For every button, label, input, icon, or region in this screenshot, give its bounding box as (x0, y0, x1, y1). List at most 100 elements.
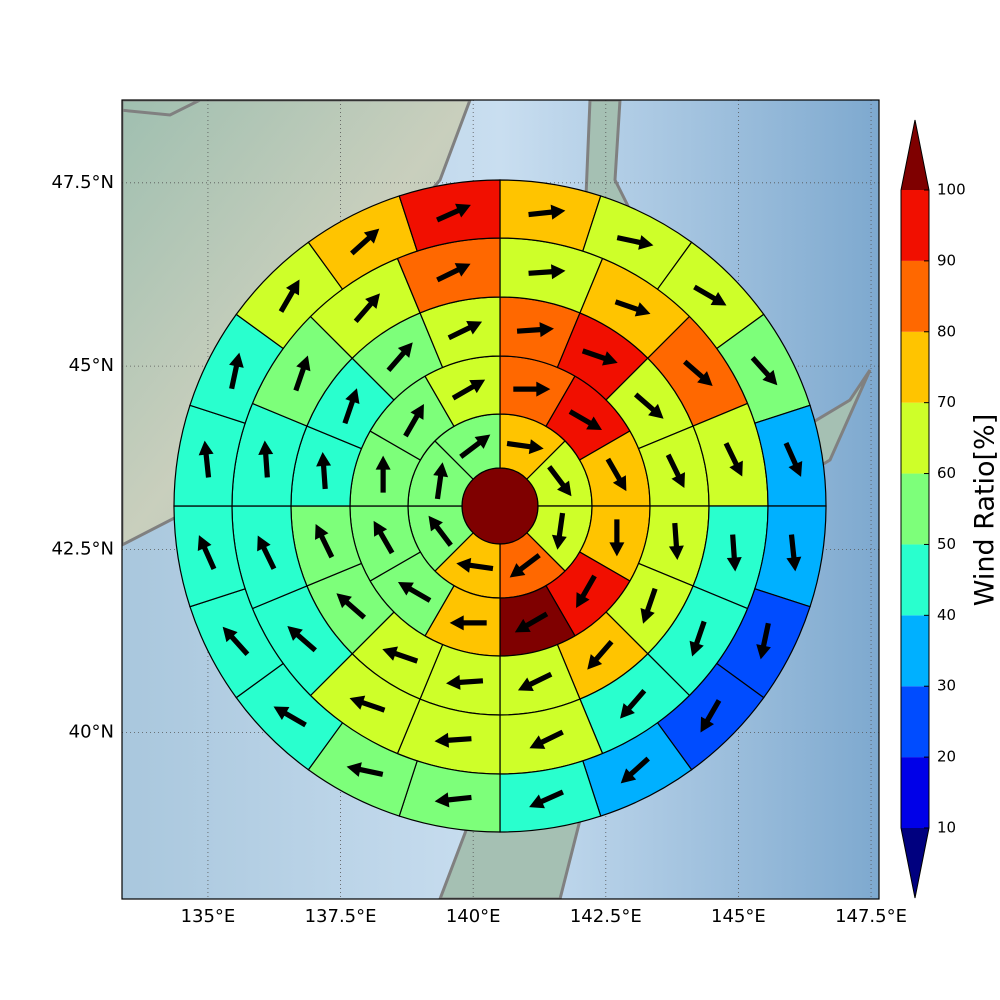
wind-arrow (668, 522, 684, 560)
colorbar-tick-label: 100 (937, 181, 966, 199)
wind-arrow (346, 762, 384, 777)
colorbar-tick-label: 90 (937, 251, 956, 269)
wind-arrow (349, 695, 386, 713)
wind-arrow (436, 263, 471, 283)
wind-arrow (529, 789, 564, 809)
wind-arrow (620, 756, 650, 784)
wind-arrow (506, 439, 544, 455)
arrows (197, 203, 803, 809)
wind-arrow (315, 523, 335, 559)
colorbar-tick-label: 10 (937, 819, 956, 837)
colorbar-label: Wind Ratio[%] (970, 414, 1000, 606)
wind-arrow (700, 699, 722, 733)
wind-arrow (605, 457, 627, 492)
colorbar-segment (901, 190, 929, 261)
sectors (173, 179, 827, 833)
wind-arrow (342, 388, 360, 425)
wind-arrow (336, 593, 367, 620)
colorbar: 10 20 30 40 50 60 70 80 90 100 (900, 119, 966, 899)
wind-arrow (689, 620, 707, 657)
wind-arrow (513, 381, 551, 397)
colorbar-tick-label: 30 (937, 677, 956, 695)
wind-arrow (551, 512, 567, 550)
y-tick-label: 42.5°N (51, 538, 114, 559)
wind-arrow (428, 515, 453, 547)
wind-arrow (353, 293, 380, 323)
colorbar-tick-label: 20 (937, 748, 956, 766)
wind-arrow (447, 321, 483, 341)
wind-arrow (433, 462, 449, 500)
x-tick-label: 135°E (181, 906, 236, 927)
wind-arrow (373, 520, 395, 555)
wind-arrow (517, 671, 553, 691)
wind-arrow (403, 403, 424, 438)
wind-arrow (436, 203, 471, 223)
wind-arrow (375, 455, 391, 493)
wind-arrow (620, 689, 647, 719)
colorbar-tick-label: 70 (937, 393, 956, 411)
wind-arrow (547, 465, 572, 497)
wind-arrow (316, 452, 332, 490)
wind-arrow (786, 534, 802, 572)
y-tick-label: 45°N (69, 355, 114, 376)
labels: 135°E 137.5°E 140°E 142.5°E 145°E 147.5°E 40°N… (51, 172, 907, 927)
colorbar-segment (901, 757, 929, 828)
wind-arrow (397, 582, 432, 603)
wind-arrow (350, 228, 380, 256)
wind-arrow (258, 440, 274, 478)
wind-arrow (293, 355, 311, 392)
wind-arrow (257, 535, 277, 570)
wind-arrow (683, 359, 713, 386)
wind-arrow (750, 356, 778, 386)
wind-arrow (633, 392, 664, 419)
colorbar-tick-label: 60 (937, 464, 956, 482)
colorbar-tick-label: 80 (937, 322, 956, 340)
colorbar-tick-label: 50 (937, 535, 956, 553)
colorbar-extend-min (901, 828, 929, 898)
colorbar-segment (901, 260, 929, 332)
colorbar-segment (901, 331, 929, 403)
wind-arrow (614, 299, 651, 317)
wind-arrow (273, 706, 307, 728)
colorbar-segment (901, 402, 929, 474)
wind-arrow (386, 342, 413, 373)
y-tick-label: 40°N (69, 722, 114, 743)
wind-arrow (581, 348, 618, 366)
wind-arrow (198, 440, 214, 478)
x-tick-label: 137.5°E (305, 906, 377, 927)
wind-arrow (287, 626, 317, 653)
colorbar-segment (901, 544, 929, 616)
colorbar-tick-label: 40 (937, 606, 956, 624)
wind-arrow (446, 674, 484, 690)
wind-arrow (382, 646, 419, 664)
colorbar-segment (901, 615, 929, 687)
colorbar-segment (901, 686, 929, 758)
wind-arrow (616, 235, 654, 250)
wind-arrow (449, 615, 487, 631)
wind-arrow (278, 279, 300, 313)
wind-arrow (229, 352, 244, 390)
wind-arrow (609, 519, 625, 557)
wind-arrow (723, 442, 743, 477)
wind-arrow (456, 557, 494, 573)
wind-arrow (568, 409, 603, 430)
wind-arrow (576, 574, 597, 609)
wind-arrow (197, 535, 217, 570)
x-tick-label: 145°E (711, 906, 766, 927)
wind-arrow (529, 729, 564, 749)
colorbar-extend-max (901, 120, 929, 190)
wind-arrow (451, 379, 486, 401)
plot-frame (121, 99, 880, 900)
wind-arrow (693, 284, 727, 306)
colorbar-segment (901, 473, 929, 545)
y-tick-label: 47.5°N (51, 172, 114, 193)
wind-arrow (640, 587, 658, 624)
wind-arrow (222, 626, 250, 656)
wind-arrow (783, 442, 803, 477)
wind-arrow (528, 264, 566, 280)
wind-arrow (726, 534, 742, 572)
wind-arrow (434, 792, 472, 808)
x-tick-label: 142.5°E (570, 906, 642, 927)
wind-arrow (587, 639, 614, 670)
